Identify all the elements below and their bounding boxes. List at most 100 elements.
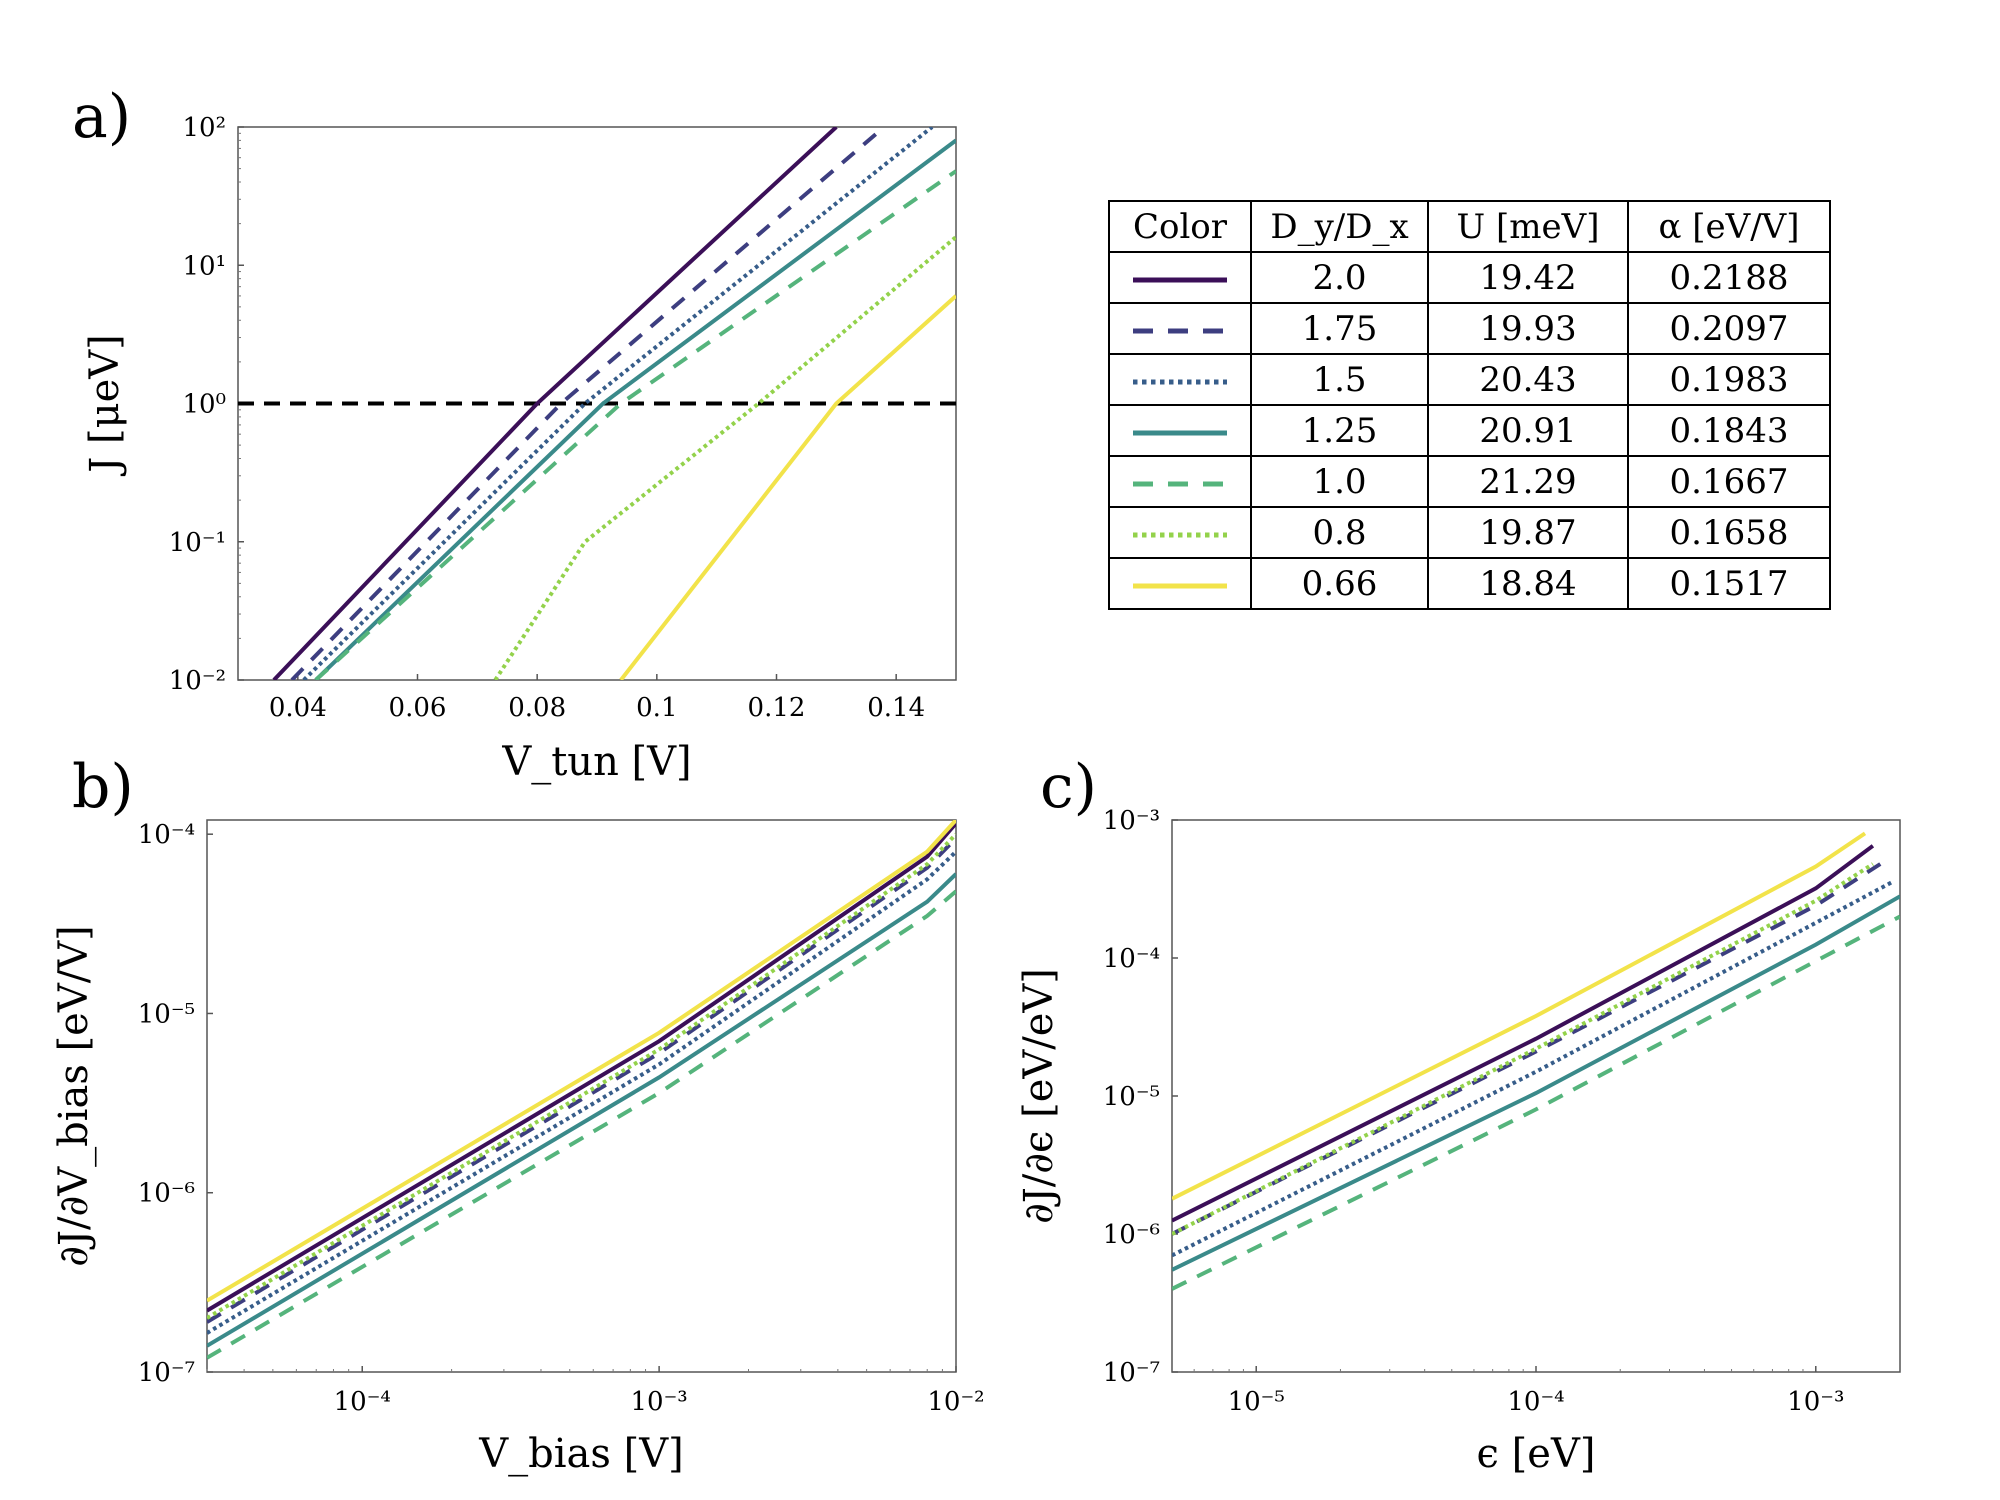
y-axis-label: J [μeV]	[82, 334, 128, 477]
axes-frame-b	[206, 819, 957, 1373]
legend-swatch	[1133, 532, 1227, 537]
table-row: 1.5 20.43 0.1983	[1108, 353, 1831, 406]
series-line-0.8	[207, 832, 956, 1320]
series-line-1.25	[207, 872, 956, 1348]
panel-b-letter: b)	[72, 752, 134, 822]
series-line-1.25	[1172, 894, 1900, 1272]
panel-c-letter: c)	[1040, 752, 1098, 822]
x-tick-label: 10⁻⁵	[1228, 1387, 1285, 1417]
table-cell-alpha: 0.1517	[1627, 557, 1831, 610]
series-line-2.0	[272, 127, 838, 680]
x-tick-label: 10⁻²	[927, 1387, 984, 1417]
table-cell-alpha: 0.2188	[1627, 251, 1831, 304]
x-tick-label: 10⁻³	[1787, 1387, 1844, 1417]
table-cell-u: 19.87	[1427, 506, 1629, 559]
table-row: 1.75 19.93 0.2097	[1108, 302, 1831, 355]
panel-a-letter: a)	[72, 82, 132, 152]
table-cell-ratio: 1.0	[1250, 455, 1429, 508]
series-line-1.75	[1172, 862, 1882, 1236]
panel-c-plot: 10⁻⁵ 10⁻⁴ 10⁻³ 10⁻⁷ 10⁻⁶ 10⁻⁵ 10⁻⁴ 10⁻³ ϵ [eV] ∂J…	[1016, 806, 1901, 1477]
table-cell-ratio: 1.5	[1250, 353, 1429, 406]
legend-swatch-cell	[1108, 557, 1252, 610]
x-axis-label: ϵ [eV]	[1477, 1431, 1596, 1477]
table-cell-ratio: 1.75	[1250, 302, 1429, 355]
legend-swatch-cell	[1108, 251, 1252, 304]
series-line-0.66	[207, 820, 956, 1303]
legend-table: Color D_y/D_x U [meV] α [eV/V] 2.0 19.42 0…	[1108, 200, 1831, 610]
series-line-2.0	[207, 821, 956, 1313]
x-axis-label: V_tun [V]	[501, 739, 691, 785]
legend-swatch	[1133, 379, 1227, 384]
table-cell-u: 20.91	[1427, 404, 1629, 457]
y-tick-label: 10⁻¹	[169, 528, 226, 558]
x-tick-label: 0.1	[636, 693, 677, 723]
legend-swatch-cell	[1108, 302, 1252, 355]
x-tick-label: 10⁻⁴	[1507, 1387, 1564, 1417]
x-tick-label: 0.08	[508, 693, 566, 723]
series-line-1.5	[207, 850, 956, 1335]
table-cell-ratio: 0.66	[1250, 557, 1429, 610]
table-row: 1.0 21.29 0.1667	[1108, 455, 1831, 508]
legend-swatch-cell	[1108, 404, 1252, 457]
table-cell-u: 19.42	[1427, 251, 1629, 304]
table-row: 0.8 19.87 0.1658	[1108, 506, 1831, 559]
series-line-1.0	[1172, 914, 1900, 1291]
y-axis-label: ∂J/∂ϵ [eV/eV]	[1016, 968, 1062, 1224]
y-tick-label: 10¹	[182, 251, 226, 281]
legend-swatch	[1133, 430, 1227, 435]
table-cell-alpha: 0.1658	[1627, 506, 1831, 559]
table-row: 2.0 19.42 0.2188	[1108, 251, 1831, 304]
series-line-1.5	[1172, 879, 1895, 1258]
table-cell-u: 21.29	[1427, 455, 1629, 508]
legend-header-row: Color D_y/D_x U [meV] α [eV/V]	[1108, 200, 1831, 253]
series-line-1.75	[207, 836, 956, 1324]
header-u: U [meV]	[1427, 200, 1629, 253]
table-cell-alpha: 0.1667	[1627, 455, 1831, 508]
table-cell-ratio: 0.8	[1250, 506, 1429, 559]
series-line-1.25	[314, 138, 956, 680]
x-tick-label: 10⁻³	[630, 1387, 687, 1417]
y-tick-label: 10⁻⁵	[1103, 1082, 1160, 1112]
table-cell-alpha: 0.2097	[1627, 302, 1831, 355]
x-tick-label: 0.04	[269, 693, 327, 723]
legend-swatch	[1133, 583, 1227, 588]
table-cell-ratio: 2.0	[1250, 251, 1429, 304]
series-line-0.8	[1172, 862, 1874, 1236]
legend-swatch	[1133, 277, 1227, 282]
panel-b-plot: 10⁻⁴ 10⁻³ 10⁻² 10⁻⁷ 10⁻⁶ 10⁻⁵ 10⁻⁴ V_bias [V] ∂J…	[51, 819, 985, 1477]
table-cell-alpha: 0.1983	[1627, 353, 1831, 406]
table-cell-ratio: 1.25	[1250, 404, 1429, 457]
series-line-0.66	[1172, 831, 1867, 1201]
x-tick-label: 0.14	[867, 693, 925, 723]
y-tick-label: 10⁻⁴	[138, 820, 195, 850]
legend-swatch	[1133, 328, 1227, 333]
legend-swatch	[1133, 481, 1227, 486]
y-tick-label: 10⁻²	[169, 666, 226, 696]
x-tick-label: 0.06	[389, 693, 447, 723]
y-tick-label: 10⁰	[182, 390, 226, 420]
header-alpha: α [eV/V]	[1627, 200, 1831, 253]
series-line-2.0	[1172, 844, 1875, 1223]
table-cell-u: 19.93	[1427, 302, 1629, 355]
table-cell-alpha: 0.1843	[1627, 404, 1831, 457]
series-line-0.66	[619, 294, 956, 680]
series-line-1.0	[207, 889, 956, 1360]
header-ratio: D_y/D_x	[1250, 200, 1429, 253]
x-axis-label: V_bias [V]	[478, 1431, 683, 1477]
series-line-0.8	[493, 235, 956, 680]
table-cell-u: 18.84	[1427, 557, 1629, 610]
series-line-1.0	[314, 169, 956, 680]
y-tick-label: 10²	[182, 113, 226, 143]
x-tick-label: 0.12	[748, 693, 806, 723]
legend-swatch-cell	[1108, 353, 1252, 406]
header-color: Color	[1108, 200, 1252, 253]
y-tick-label: 10⁻⁶	[1103, 1220, 1160, 1250]
table-row: 0.66 18.84 0.1517	[1108, 557, 1831, 610]
series-line-1.5	[302, 127, 934, 680]
x-tick-label: 10⁻⁴	[334, 1387, 391, 1417]
y-tick-label: 10⁻³	[1103, 806, 1160, 836]
y-tick-label: 10⁻⁶	[138, 1179, 195, 1209]
table-row: 1.25 20.91 0.1843	[1108, 404, 1831, 457]
y-axis-label: ∂J/∂V_bias [eV/V]	[51, 925, 97, 1266]
